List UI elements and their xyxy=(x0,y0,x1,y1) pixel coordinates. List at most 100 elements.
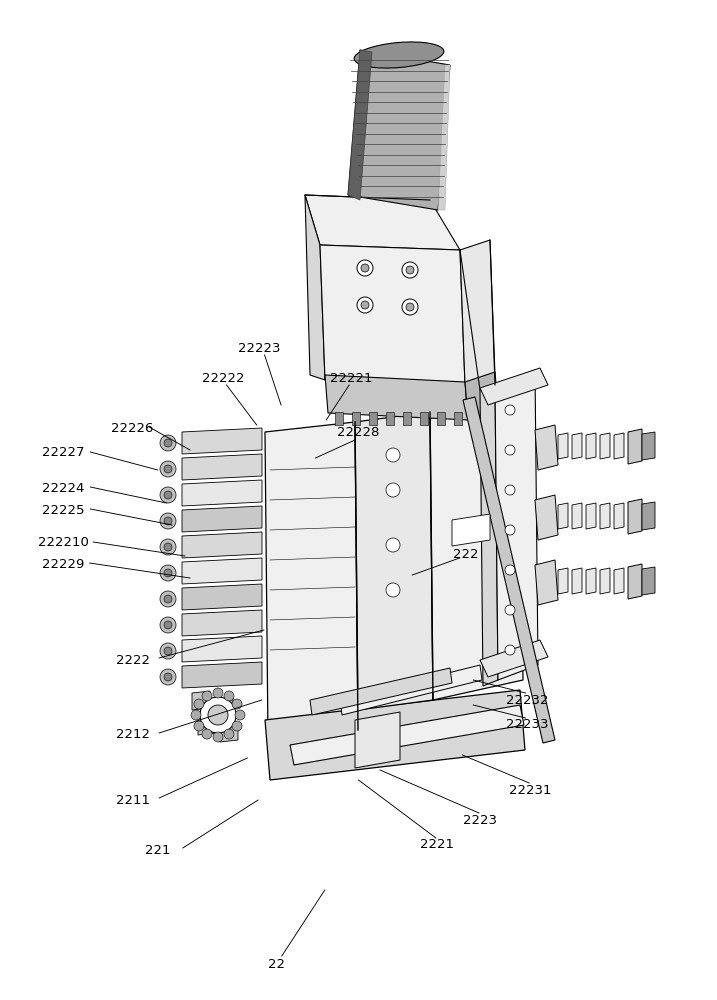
Polygon shape xyxy=(438,65,450,210)
Polygon shape xyxy=(480,368,548,405)
Text: 22227: 22227 xyxy=(42,446,85,460)
Polygon shape xyxy=(454,412,462,425)
Text: 22229: 22229 xyxy=(42,558,85,572)
Ellipse shape xyxy=(194,699,204,709)
Text: 22226: 22226 xyxy=(111,422,154,434)
Ellipse shape xyxy=(505,605,515,615)
Text: 22228: 22228 xyxy=(337,426,380,440)
Polygon shape xyxy=(182,428,262,454)
Polygon shape xyxy=(628,429,642,464)
Polygon shape xyxy=(198,716,216,735)
Ellipse shape xyxy=(386,583,400,597)
Ellipse shape xyxy=(213,688,223,698)
Ellipse shape xyxy=(200,697,236,733)
Polygon shape xyxy=(265,422,358,740)
Ellipse shape xyxy=(164,439,172,447)
Polygon shape xyxy=(182,610,262,636)
Polygon shape xyxy=(215,698,233,717)
Polygon shape xyxy=(642,502,655,530)
Polygon shape xyxy=(642,432,655,460)
Ellipse shape xyxy=(406,266,414,274)
Ellipse shape xyxy=(357,260,373,276)
Polygon shape xyxy=(460,240,495,385)
Polygon shape xyxy=(220,723,238,742)
Polygon shape xyxy=(420,412,428,425)
Ellipse shape xyxy=(213,732,223,742)
Polygon shape xyxy=(182,454,262,480)
Polygon shape xyxy=(642,567,655,595)
Polygon shape xyxy=(437,412,445,425)
Polygon shape xyxy=(182,558,262,584)
Polygon shape xyxy=(340,665,482,715)
Ellipse shape xyxy=(164,465,172,473)
Ellipse shape xyxy=(160,435,176,451)
Polygon shape xyxy=(463,397,555,743)
Ellipse shape xyxy=(164,569,172,577)
Polygon shape xyxy=(535,560,558,605)
Polygon shape xyxy=(600,433,610,459)
Polygon shape xyxy=(586,503,596,529)
Polygon shape xyxy=(355,712,400,768)
Ellipse shape xyxy=(224,729,234,739)
Polygon shape xyxy=(182,636,262,662)
Polygon shape xyxy=(182,662,262,688)
Ellipse shape xyxy=(386,448,400,462)
Ellipse shape xyxy=(354,42,444,68)
Ellipse shape xyxy=(505,485,515,495)
Polygon shape xyxy=(355,412,433,710)
Polygon shape xyxy=(535,495,558,540)
Polygon shape xyxy=(600,503,610,529)
Polygon shape xyxy=(386,412,394,425)
Ellipse shape xyxy=(164,543,172,551)
Text: 22233: 22233 xyxy=(505,718,549,732)
Ellipse shape xyxy=(235,710,245,720)
Ellipse shape xyxy=(402,262,418,278)
Ellipse shape xyxy=(160,591,176,607)
Ellipse shape xyxy=(386,483,400,497)
Ellipse shape xyxy=(194,721,204,731)
Polygon shape xyxy=(325,375,468,420)
Ellipse shape xyxy=(164,647,172,655)
Text: 22221: 22221 xyxy=(330,371,373,384)
Ellipse shape xyxy=(160,617,176,633)
Polygon shape xyxy=(628,499,642,534)
Text: 22222: 22222 xyxy=(202,371,245,384)
Polygon shape xyxy=(182,480,262,506)
Text: 22: 22 xyxy=(267,958,285,970)
Ellipse shape xyxy=(160,487,176,503)
Polygon shape xyxy=(572,433,582,459)
Ellipse shape xyxy=(164,491,172,499)
Polygon shape xyxy=(558,433,568,459)
Text: 2221: 2221 xyxy=(420,838,455,852)
Ellipse shape xyxy=(402,299,418,315)
Polygon shape xyxy=(614,433,624,459)
Text: 22231: 22231 xyxy=(509,784,552,796)
Ellipse shape xyxy=(160,539,176,555)
Polygon shape xyxy=(348,50,450,210)
Polygon shape xyxy=(335,412,343,425)
Polygon shape xyxy=(265,690,525,780)
Polygon shape xyxy=(480,640,548,677)
Polygon shape xyxy=(480,385,498,686)
Polygon shape xyxy=(305,195,325,380)
Ellipse shape xyxy=(160,565,176,581)
Polygon shape xyxy=(495,370,538,680)
Ellipse shape xyxy=(160,513,176,529)
Ellipse shape xyxy=(357,297,373,313)
Polygon shape xyxy=(572,503,582,529)
Polygon shape xyxy=(452,514,490,546)
Text: 22225: 22225 xyxy=(42,504,85,516)
Polygon shape xyxy=(614,503,624,529)
Polygon shape xyxy=(310,668,452,715)
Polygon shape xyxy=(535,425,558,470)
Polygon shape xyxy=(430,400,523,700)
Ellipse shape xyxy=(164,595,172,603)
Polygon shape xyxy=(182,532,262,558)
Polygon shape xyxy=(403,412,411,425)
Polygon shape xyxy=(290,705,524,765)
Ellipse shape xyxy=(361,264,369,272)
Ellipse shape xyxy=(406,303,414,311)
Polygon shape xyxy=(348,50,372,200)
Ellipse shape xyxy=(202,729,212,739)
Polygon shape xyxy=(182,506,262,532)
